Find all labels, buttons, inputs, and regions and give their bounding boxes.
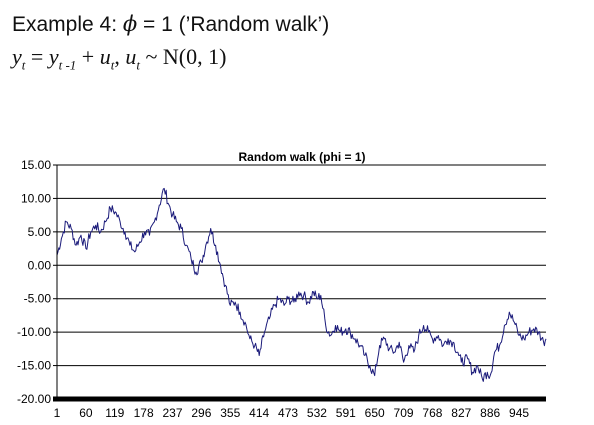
x-tick-label: 886 [480,406,500,420]
x-tick-label: 768 [422,406,442,420]
eq-subscript-t-minus-1: t -1 [58,57,77,73]
y-tick-label: 10.00 [21,191,51,205]
x-tick-label: 827 [451,406,471,420]
eq-comma: , [114,44,126,69]
x-tick-label: 709 [394,406,414,420]
slide-heading: Example 4: ϕ = 1 (’Random walk’) [12,12,330,36]
chart-title: Random walk (phi = 1) [238,150,365,164]
y-tick-label: -15.00 [17,359,51,373]
x-tick-label: 178 [134,406,154,420]
model-equation: yt = yt -1 + ut, ut ~ N(0, 1) [12,44,226,73]
heading-prefix: Example 4: [12,13,123,36]
eq-subscript-t-2: t [110,57,115,73]
x-tick-label: 60 [79,406,93,420]
x-tick-label: 237 [163,406,183,420]
y-tick-label: -10.00 [17,325,51,339]
x-tick-label: 1 [54,406,61,420]
eq-subscript-t-3: t [136,57,140,73]
x-tick-label: 591 [336,406,356,420]
eq-u: u [99,44,111,69]
series-layer [56,187,547,382]
x-tick-label: 650 [365,406,385,420]
x-axis-ticks: 1 60 119 178 237 296 355 414 473 532 591 650 709 768 8… [54,406,530,420]
x-tick-label: 296 [191,406,211,420]
phi-symbol: ϕ [122,12,138,36]
x-tick-label: 119 [105,406,124,420]
y-tick-label: -5.00 [24,292,52,306]
random-walk-chart: Random walk (phi = 1) 15.00 10.00 5.00 0.00… [17,150,547,420]
gridlines [57,164,546,367]
x-tick-label: 532 [307,406,327,420]
y-tick-label: 0.00 [28,258,52,272]
x-tick-label: 945 [509,406,529,420]
x-tick-label: 473 [278,406,298,420]
y-tick-label: 15.00 [21,158,51,172]
y-tick-label: 5.00 [28,225,52,239]
eq-subscript-t: t [21,57,26,73]
eq-distribution: ~ N(0, 1) [139,44,227,69]
eq-y: y [12,44,22,69]
y-tick-label: -20.00 [17,392,51,406]
heading-suffix: = 1 (’Random walk’) [137,13,330,36]
eq-y-lag: y [48,44,59,69]
x-tick-label: 414 [249,406,269,420]
eq-equals: = [25,44,49,69]
series-line [56,187,547,382]
x-tick-label: 355 [220,406,240,420]
eq-u-2: u [125,44,137,69]
y-axis-ticks: 15.00 10.00 5.00 0.00 -5.00 -10.00 -15.00 -20.0… [17,158,57,406]
eq-plus: + [76,44,100,69]
